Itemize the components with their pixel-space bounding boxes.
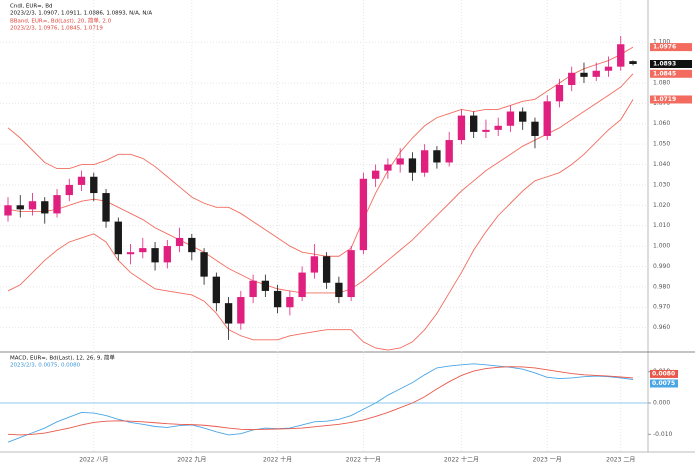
band-line <box>7 99 634 351</box>
y-tick-label: 1.010 <box>653 222 670 229</box>
macd-line <box>7 363 634 443</box>
price-marker-label: 1.0893 <box>653 61 676 68</box>
candle-body <box>151 248 159 263</box>
candle-body <box>629 61 637 65</box>
candle-body <box>41 201 49 214</box>
y-tick-label: 0.960 <box>653 324 670 331</box>
candle-body <box>592 70 600 77</box>
y-tick-label: 1.060 <box>653 120 670 127</box>
candle-body <box>261 280 270 291</box>
candle-body <box>322 256 331 283</box>
candle-body <box>371 170 380 179</box>
band-line <box>7 46 634 257</box>
price-subtitle: 2023/2/3, 1.0907, 1.0911, 1.0886, 1.0893… <box>10 11 152 17</box>
y-tick-label: 1.000 <box>653 243 670 250</box>
candle-body <box>617 44 625 67</box>
candle-body <box>200 252 208 277</box>
x-tick-label: 2023 二月 <box>606 457 635 464</box>
macd-marker <box>650 379 678 388</box>
macd-marker-label: 0.0080 <box>652 370 675 377</box>
candle-body <box>249 280 257 298</box>
candle-body <box>568 72 576 86</box>
band-subtitle: 2023/2/3, 1.0976, 1.0845, 1.0719 <box>10 26 103 32</box>
y-tick-label: -0.010 <box>653 431 673 438</box>
candle-body <box>4 205 12 216</box>
candle-body <box>420 150 429 173</box>
candle-body <box>77 176 86 185</box>
x-tick-label: 2022 八月 <box>79 457 108 464</box>
candle-body <box>175 237 184 247</box>
candle-body <box>273 290 282 308</box>
macd-marker-label: 0.0075 <box>652 380 675 387</box>
y-tick-label: 0.970 <box>653 304 670 311</box>
candle-body <box>224 303 233 324</box>
candle-body <box>298 272 306 298</box>
band-line <box>7 73 634 294</box>
candle-body <box>494 125 502 130</box>
candle-body <box>519 111 527 122</box>
candle-body <box>65 184 73 196</box>
candle-body <box>457 115 466 141</box>
candle-body <box>90 176 98 194</box>
y-tick-label: 1.040 <box>653 161 670 168</box>
candle-body <box>16 205 24 210</box>
y-tick-label: 0.990 <box>653 263 670 270</box>
x-tick-label: 2022 十月 <box>263 456 292 464</box>
candle-body <box>53 195 61 214</box>
candle-body <box>237 297 245 324</box>
price-marker-label: 1.0976 <box>653 44 676 51</box>
candle-body <box>384 164 392 171</box>
candle-body <box>543 101 551 136</box>
price-marker <box>650 60 692 69</box>
x-tick-label: 2022 十一月 <box>346 456 381 464</box>
candle-body <box>482 129 490 132</box>
candle-body <box>580 72 588 77</box>
y-tick-label: 0.000 <box>653 400 670 407</box>
macd-line <box>7 366 634 436</box>
y-tick-label: 1.030 <box>653 181 670 188</box>
y-tick-label: 1.100 <box>653 39 670 46</box>
candle-body <box>163 246 171 263</box>
macd-subtitle: 2023/2/3, 0.0075, 0.0080 <box>10 363 81 369</box>
candle-body <box>396 158 404 165</box>
candle-body <box>28 201 37 210</box>
candle-body <box>359 178 368 251</box>
x-tick-label: 2023 一月 <box>533 457 562 464</box>
candle-body <box>408 158 417 173</box>
candle-body <box>139 248 147 253</box>
candle-body <box>506 111 515 126</box>
price-marker-label: 1.0845 <box>653 70 676 77</box>
macd-marker <box>650 369 678 378</box>
y-tick-label: 1.080 <box>653 79 670 86</box>
y-tick-label: 1.020 <box>653 202 670 209</box>
candle-body <box>470 115 478 132</box>
y-tick-label: 1.050 <box>653 141 670 148</box>
candle-body <box>531 121 539 136</box>
x-tick-label: 2022 九月 <box>177 456 206 464</box>
candle-body <box>347 250 355 298</box>
band-title: BBand, EUR=, Bd(Last), 20, 简单, 2.0 <box>10 17 112 25</box>
price-marker-label: 1.0719 <box>653 96 676 103</box>
candle-body <box>604 66 613 71</box>
candle-body <box>445 140 453 163</box>
price-marker <box>650 43 692 52</box>
macd-title: MACD, EUR=, Bd(Last), 12, 26, 9, 简单 <box>10 354 115 362</box>
candle-body <box>286 297 294 308</box>
candle-body <box>212 276 221 304</box>
price-title: Cndl, EUR=, Bd <box>10 4 53 10</box>
candle-body <box>310 256 319 273</box>
x-tick-label: 2022 十二月 <box>444 456 479 464</box>
candle-body <box>188 237 196 253</box>
candle-body <box>433 150 441 163</box>
candle-body <box>335 282 343 298</box>
price-marker <box>650 69 692 78</box>
candle-body <box>126 252 135 255</box>
candle-body <box>102 193 110 222</box>
candle-body <box>555 85 564 102</box>
y-tick-label: 0.980 <box>653 283 670 290</box>
price-marker <box>650 95 692 104</box>
candle-body <box>114 221 122 255</box>
